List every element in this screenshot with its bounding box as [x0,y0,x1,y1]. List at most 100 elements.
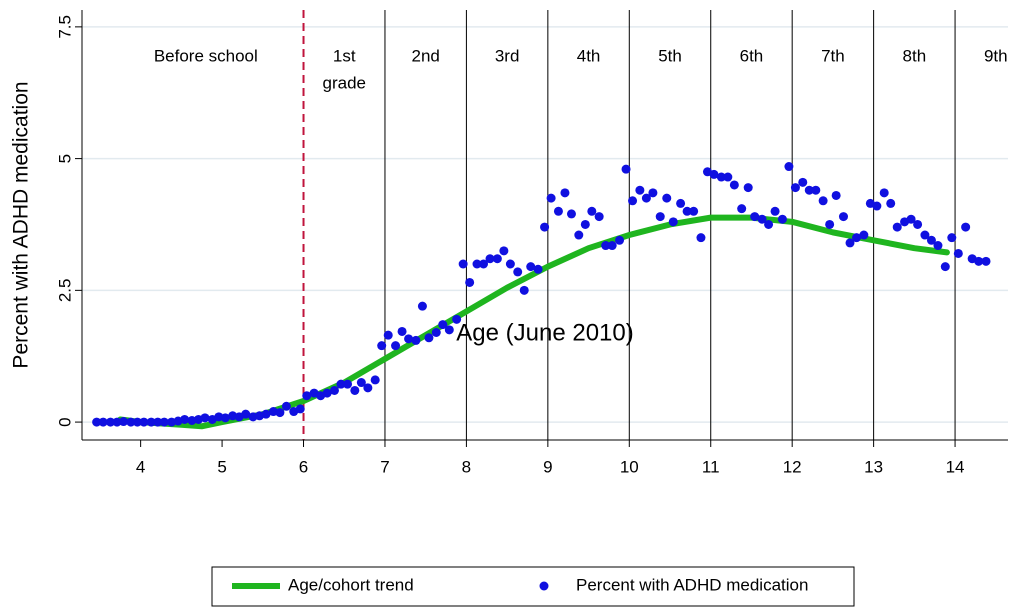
data-point [397,326,407,336]
data-point [981,256,991,266]
data-point [831,190,841,200]
data-point [716,172,726,182]
data-point [940,262,950,272]
data-point [146,417,156,427]
data-point [485,254,495,264]
x-axis-title: Age (June 2010) [456,319,633,346]
grade-label: 1st [333,46,356,65]
data-point [458,259,468,269]
data-point [465,277,475,287]
data-point [689,206,699,216]
data-point [926,235,936,245]
x-tick-label: 13 [864,457,883,476]
data-point [126,417,136,427]
data-point [825,219,835,229]
grade-label: 7th [821,46,845,65]
data-point [472,259,482,269]
data-point [913,219,923,229]
data-point [838,212,848,222]
data-point [676,198,686,208]
data-point [818,196,828,206]
data-point [723,172,733,182]
data-point [241,409,251,419]
data-point [526,262,536,272]
data-point [933,241,943,251]
data-point [804,185,814,195]
y-tick-label: 5 [55,154,74,163]
y-axis-title: Percent with ADHD medication [10,81,33,368]
data-point [533,264,543,274]
x-tick-label: 12 [783,457,802,476]
data-point [560,188,570,198]
x-tick-label: 11 [702,457,720,476]
data-point [845,238,855,248]
data-point [404,334,414,344]
data-point [621,164,631,174]
data-point [872,201,882,211]
data-point [302,391,312,401]
data-point [444,325,454,335]
grade-label: 2nd [411,46,439,65]
data-point [566,209,576,219]
data-point [859,230,869,240]
grade-label: 9th [984,46,1008,65]
data-point [682,206,692,216]
data-point [411,335,421,345]
data-point [635,185,645,195]
x-tick-label: 8 [462,457,471,476]
grade-label: 8th [903,46,927,65]
data-point [119,417,129,427]
data-point [953,248,963,258]
data-point [709,169,719,179]
legend-label: Age/cohort trend [288,575,414,594]
y-tick-label: 2.5 [55,279,74,303]
trend-line [117,214,950,430]
data-point [798,177,808,187]
grade-label: 5th [658,46,682,65]
data-point [180,414,190,424]
data-point [261,409,271,419]
data-point [662,193,672,203]
data-point [519,285,529,295]
data-point [615,235,625,245]
data-point [492,254,502,264]
data-point [424,333,434,343]
data-point [363,383,373,393]
data-point [574,230,584,240]
data-point [553,206,563,216]
grade-label: grade [323,73,366,92]
legend-box [211,566,855,607]
grade-label: 6th [740,46,764,65]
data-point [343,379,353,389]
data-point [505,259,515,269]
data-point [106,417,116,427]
data-point [750,212,760,222]
grade-label: 3rd [495,46,520,65]
data-point [696,233,706,243]
data-point [383,330,393,340]
data-point [737,204,747,214]
data-point [452,314,462,324]
grade-label: 4th [577,46,601,65]
data-point [275,408,285,418]
data-point [336,379,346,389]
data-point [377,341,387,351]
data-point [370,375,380,385]
x-tick-label: 10 [620,457,639,476]
legend-swatch [539,581,549,591]
data-point [220,413,230,423]
x-tick-label: 6 [299,457,308,476]
data-point [200,413,210,423]
data-point [892,222,902,232]
data-point [350,385,360,395]
data-point [777,214,787,224]
data-point [594,212,604,222]
data-point [886,198,896,208]
grade-label: Before school [154,46,258,65]
data-point [770,206,780,216]
data-point [655,212,665,222]
data-point [438,320,448,330]
data-point [417,301,427,311]
data-point [811,185,821,195]
